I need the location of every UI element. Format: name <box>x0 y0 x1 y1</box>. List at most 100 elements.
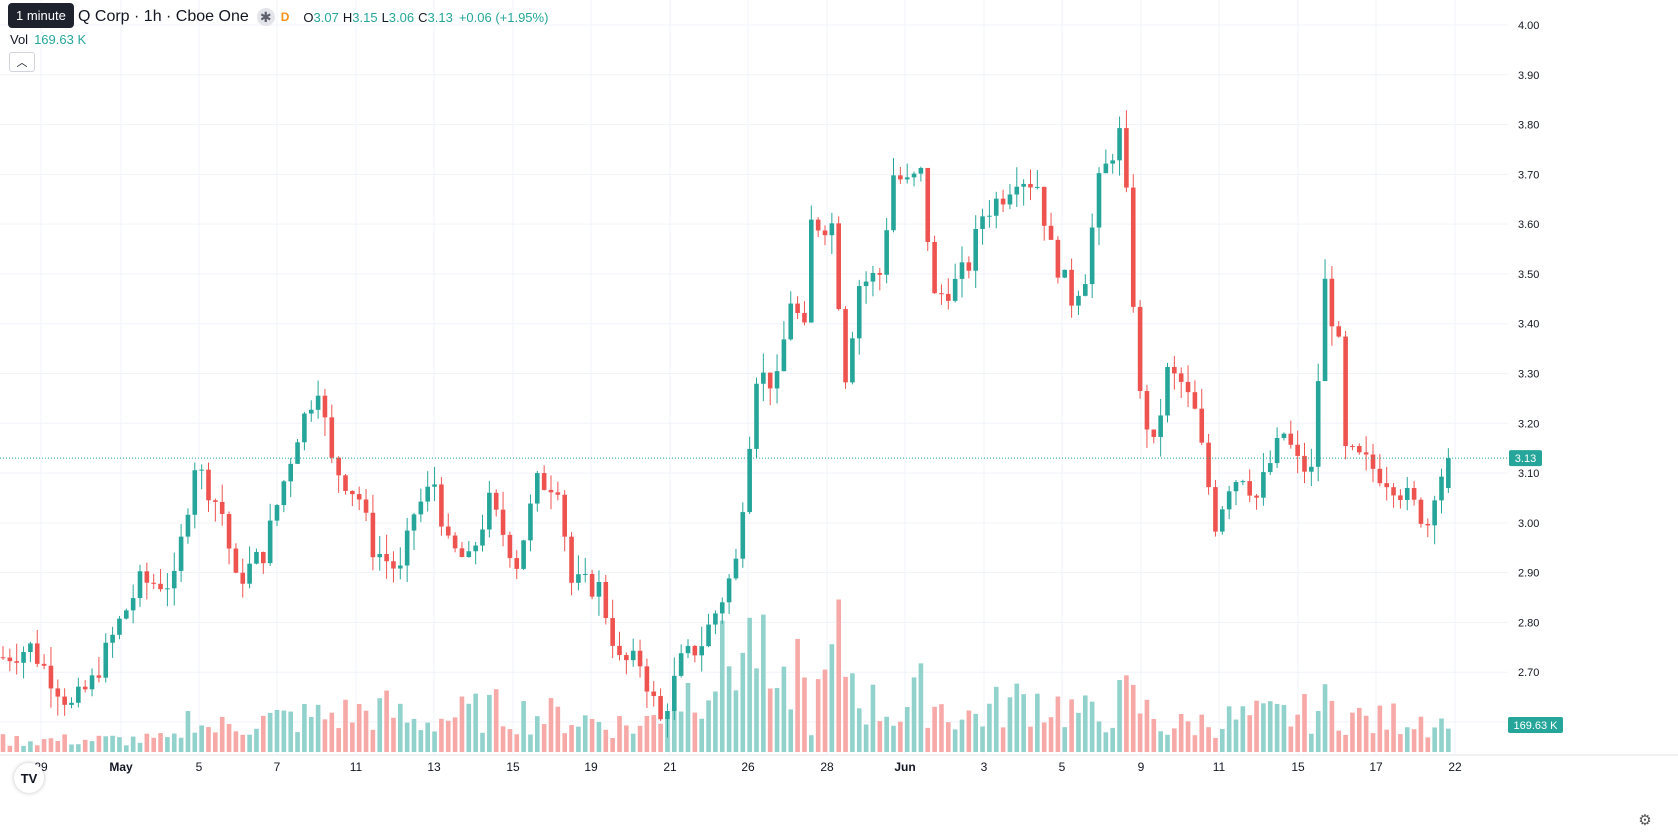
volume-bar <box>1096 721 1102 752</box>
volume-bar <box>672 708 677 752</box>
volume-bar <box>1137 713 1143 752</box>
volume-bar <box>925 727 931 752</box>
candle-body <box>1083 284 1088 296</box>
volume-bar <box>1014 683 1020 752</box>
candle-body <box>528 503 533 541</box>
candle-body <box>418 501 424 515</box>
candle-body <box>213 500 218 502</box>
volume-bar <box>658 723 663 752</box>
volume-bar <box>1144 699 1150 752</box>
candle-body <box>843 309 848 383</box>
volume-bar <box>932 706 937 752</box>
volume-bar <box>1261 703 1266 752</box>
candle-body <box>829 223 835 236</box>
candle-body <box>1014 186 1020 195</box>
last-price-tag <box>1509 450 1542 467</box>
candle-body <box>247 563 252 584</box>
volume-bar <box>1295 714 1300 752</box>
candle-body <box>274 505 280 521</box>
candle-body <box>678 653 684 676</box>
volume-bar <box>1028 726 1033 752</box>
candle-body <box>82 686 88 690</box>
volume-bar <box>1274 703 1280 752</box>
candle-body <box>548 489 554 493</box>
symbol-legend: Q Corp · 1h · Cboe One ✱ D O 3.07 H 3.15 L… <box>10 6 548 28</box>
gear-icon[interactable]: ⚙ <box>1638 812 1652 829</box>
volume-bar <box>1185 721 1191 752</box>
candle-body <box>802 312 807 323</box>
volume-bar <box>151 737 156 752</box>
candle-body <box>226 513 232 549</box>
volume-bar <box>761 614 766 752</box>
candle-body <box>500 509 506 535</box>
volume-bar <box>165 737 170 752</box>
volume-bar <box>1083 695 1088 752</box>
candle-body <box>1302 455 1307 472</box>
volume-bar <box>891 725 896 752</box>
candle-body <box>404 530 410 566</box>
candle-body <box>466 551 472 558</box>
volume-bar <box>767 688 773 752</box>
volume-bar <box>904 707 910 752</box>
y-tick-label: 3.40 <box>1518 319 1539 331</box>
candle-body <box>1329 278 1335 327</box>
y-tick-label: 4.00 <box>1518 20 1539 32</box>
volume-bar <box>308 716 314 752</box>
volume-bar <box>377 698 383 752</box>
volume-bar <box>843 676 848 752</box>
volume-bar <box>226 723 232 752</box>
volume-bar <box>1432 727 1437 752</box>
candle-body <box>1281 433 1287 438</box>
candle-body <box>1178 373 1184 382</box>
volume-bar <box>439 718 444 752</box>
candle-body <box>28 643 33 653</box>
volume-bar <box>733 690 739 752</box>
candle-body <box>151 582 156 584</box>
volume-bar <box>1035 693 1040 752</box>
volume-bar <box>48 738 54 752</box>
candle-body <box>1158 415 1163 437</box>
volume-bar <box>466 703 472 752</box>
volume-bar <box>836 599 841 752</box>
candle-body <box>171 570 177 589</box>
volume-label: Vol <box>10 32 29 47</box>
volume-bar <box>1151 718 1157 752</box>
volume-bar <box>809 735 814 752</box>
candle-body <box>1398 495 1403 500</box>
volume-bar <box>617 715 622 752</box>
tradingview-logo-icon[interactable]: TV <box>14 763 44 793</box>
candle-body <box>624 655 629 661</box>
x-tick-label: 3 <box>981 760 988 774</box>
x-tick-label: 7 <box>274 760 281 774</box>
volume-bar <box>726 666 732 752</box>
collapse-legend-button[interactable]: ︿ <box>9 52 35 72</box>
candle-body <box>1110 160 1115 164</box>
candle-body <box>562 494 567 537</box>
candle-body <box>254 551 259 564</box>
candle-body <box>740 512 746 559</box>
volume-bar <box>980 726 985 752</box>
volume-bar <box>370 729 376 752</box>
volume-bar <box>1370 733 1376 752</box>
volume-bar <box>685 682 691 752</box>
volume-bar <box>774 688 780 752</box>
candle-body <box>1206 442 1211 488</box>
volume-bar <box>206 727 211 752</box>
volume-bar <box>1199 714 1205 752</box>
x-tick-label: 13 <box>427 760 441 774</box>
y-tick-label: 3.80 <box>1518 120 1539 132</box>
candle-body <box>1076 295 1081 306</box>
candle-body <box>240 572 246 584</box>
candle-body <box>795 303 800 313</box>
candle-body <box>1055 239 1061 278</box>
candle-body <box>1069 269 1074 306</box>
volume-bar <box>363 710 369 752</box>
volume-bar <box>856 708 862 752</box>
symbol-title[interactable]: Q Corp · 1h · Cboe One <box>78 8 249 25</box>
volume-bar <box>1110 727 1115 752</box>
low-label: L <box>381 9 389 25</box>
candle-body <box>1028 183 1033 188</box>
volume-bar <box>82 739 88 752</box>
candle-body <box>781 339 787 372</box>
